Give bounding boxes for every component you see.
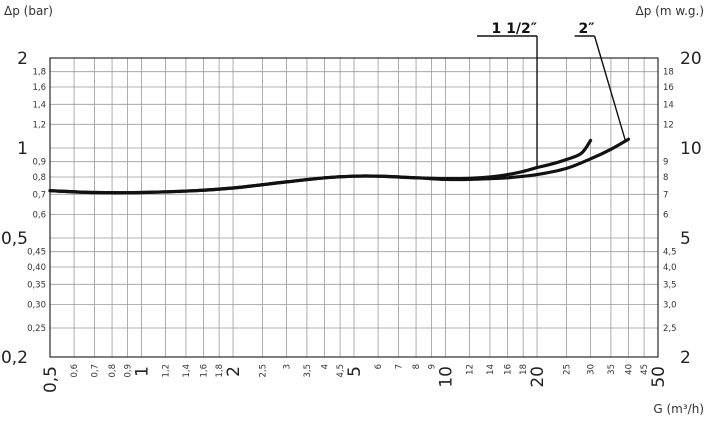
y-right-tick-label: 2,5: [663, 324, 677, 334]
x-tick-label: 14: [486, 364, 496, 375]
x-tick-label: 0,8: [108, 364, 118, 378]
y-right-tick-label: 4,0: [663, 263, 677, 273]
x-tick-label: 7: [394, 364, 404, 369]
y-right-tick-labels: 2 2,5 3,0 3,5 4,0 4,55 6 7 8 9 10 12 14 16 18 20: [663, 49, 702, 368]
y-right-axis-title: Δp (m w.g.): [636, 4, 704, 18]
plot-frame: [49, 57, 659, 358]
x-tick-label: 3: [283, 364, 293, 369]
x-tick-label: 35: [607, 364, 617, 375]
grid: [49, 57, 659, 358]
y-left-tick-labels: 0,20,250,300,350,400,450,50,60,70,80,911…: [1, 49, 46, 368]
x-tick-label: 0,7: [90, 364, 100, 378]
x-tick-label: 16: [504, 364, 514, 375]
x-tick-label: 18: [519, 364, 529, 375]
y-right-tick-label: 3,0: [663, 300, 677, 310]
x-tick-label: 1,4: [182, 364, 192, 378]
series-label: 2″: [579, 21, 595, 37]
curves: [48, 137, 631, 195]
x-tick-label: 40: [625, 364, 635, 375]
x-tick-label: 1: [133, 366, 153, 377]
series-label: 1 1/2″: [492, 21, 537, 37]
x-tick-label: 5: [345, 366, 365, 377]
x-tick-label: 4: [321, 364, 331, 369]
x-tick-labels: 0,5 0,6 0,7 0,8 0,91 1,2 1,4 1,6 1,82 2,5 3 3,5 4 4,5…: [41, 364, 669, 393]
x-tick-label: 25: [562, 364, 572, 375]
y-right-tick-label: 2: [680, 348, 691, 368]
y-left-tick-label: 1,4: [32, 100, 46, 110]
x-tick-label: 45: [640, 364, 650, 375]
x-tick-label: 0,9: [124, 364, 134, 378]
y-right-tick-label: 8: [663, 173, 668, 183]
x-tick-label: 6: [374, 364, 384, 369]
x-tick-label: 2: [224, 366, 244, 377]
y-right-tick-label: 7: [663, 190, 668, 200]
y-left-tick-label: 0,7: [32, 190, 46, 200]
y-right-tick-label: 4,5: [663, 248, 677, 258]
y-right-tick-label: 20: [680, 49, 702, 69]
x-tick-label: 12: [466, 364, 476, 375]
y-left-tick-label: 0,9: [32, 158, 46, 168]
x-tick-label: 8: [412, 364, 422, 369]
y-right-tick-label: 16: [663, 83, 674, 93]
y-left-tick-label: 0,8: [32, 173, 46, 183]
series-leader-line: [593, 35, 627, 142]
x-tick-label: 9: [428, 364, 438, 369]
x-tick-label: 20: [528, 366, 548, 388]
y-left-tick-label: 1,8: [32, 68, 46, 78]
x-tick-label: 1,8: [215, 364, 225, 378]
y-left-tick-label: 2: [17, 49, 28, 69]
x-axis-title: G (m³/h): [653, 402, 704, 416]
x-tick-label: 10: [437, 366, 457, 388]
y-left-tick-label: 0,30: [27, 300, 46, 310]
x-tick-label: 3,5: [303, 364, 313, 378]
x-tick-label: 2,5: [258, 364, 268, 378]
x-tick-label: 30: [587, 364, 597, 375]
series-labels: 1 1/2″ 2″: [477, 21, 627, 168]
x-tick-label: 50: [649, 366, 669, 388]
x-tick-label: 4,5: [336, 364, 346, 378]
y-right-tick-label: 12: [663, 120, 674, 130]
y-right-tick-label: 3,5: [663, 280, 677, 290]
x-tick-label: 0,5: [41, 366, 61, 393]
y-right-tick-label: 9: [663, 158, 668, 168]
y-left-tick-label: 1: [17, 139, 28, 159]
x-tick-label: 1,2: [162, 364, 172, 378]
y-left-tick-label: 1,6: [32, 83, 46, 93]
y-left-tick-label: 1,2: [32, 120, 46, 130]
y-left-tick-label: 0,25: [27, 324, 46, 334]
y-right-tick-label: 18: [663, 68, 674, 78]
y-left-tick-label: 0,6: [32, 210, 46, 220]
y-right-tick-label: 6: [663, 210, 668, 220]
y-right-tick-label: 10: [680, 139, 702, 159]
y-left-tick-label: 0,2: [1, 348, 28, 368]
x-tick-label: 1,6: [200, 364, 210, 378]
y-left-tick-label: 0,40: [27, 263, 46, 273]
x-tick-label: 0,6: [70, 364, 80, 378]
y-left-tick-label: 0,35: [27, 280, 46, 290]
y-left-tick-label: 0,5: [1, 229, 28, 249]
y-right-tick-label: 5: [680, 229, 691, 249]
y-right-tick-label: 14: [663, 100, 674, 110]
series-line: [48, 137, 631, 195]
y-left-axis-title: Δp (bar): [4, 4, 53, 18]
y-left-tick-label: 0,45: [27, 248, 46, 258]
